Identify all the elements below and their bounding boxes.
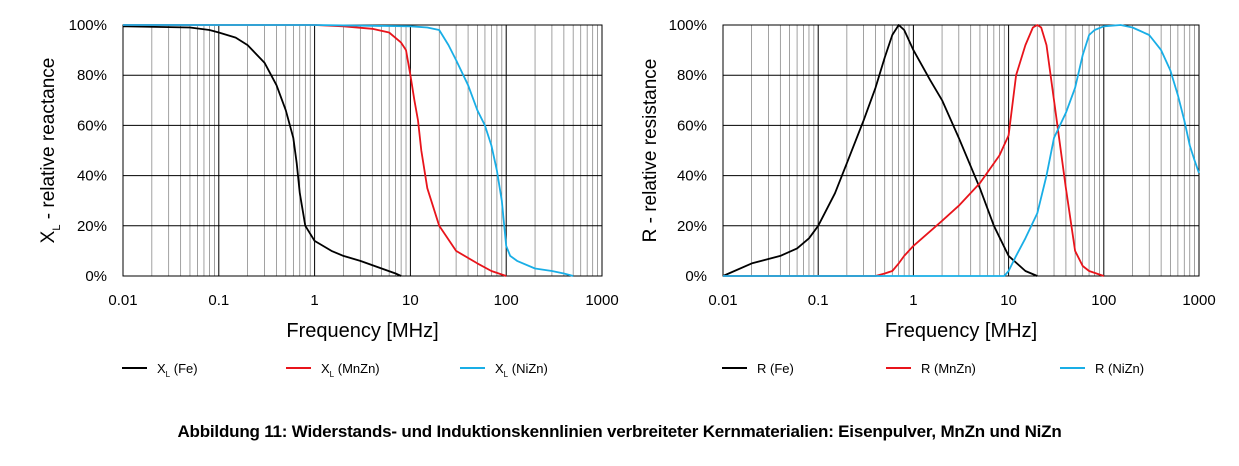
y-tick-label: 60% [677,117,707,134]
y-axis-title: R - relative resistance [640,59,661,243]
plot-area [723,25,1199,276]
x-tick-label: 0.1 [808,292,829,309]
y-tick-label: 40% [77,168,107,185]
x-axis-title: Frequency [MHz] [885,320,1037,342]
x-tick-label: 1000 [1182,292,1215,309]
y-tick-label: 80% [677,67,707,84]
series-line [123,24,574,277]
y-tick-label: 20% [77,218,107,235]
x-tick-label: 10 [1000,292,1017,309]
series-line [123,24,507,277]
series-line [723,24,1105,277]
legend-label: XL (NiZn) [495,361,548,379]
y-tick-label: 100% [69,17,107,34]
x-tick-label: 0.01 [708,292,737,309]
resistance-chart: 0.01 0.1 1 10 100 1000 0% 20% 40% 60% 80% 100% Frequ… [640,17,1216,376]
legend-label: XL (Fe) [157,361,198,379]
x-axis-title: Frequency [MHz] [286,320,438,342]
x-tick-label: 0.1 [208,292,229,309]
figure-caption: Abbildung 11: Widerstands- und Induktion… [177,422,1062,441]
y-axis-title: XL - relative reactance [38,58,63,244]
x-tick-label: 1000 [585,292,618,309]
series-line [722,24,1038,277]
x-tick-label: 100 [1091,292,1116,309]
y-tick-label: 0% [85,268,107,285]
x-tick-label: 10 [402,292,419,309]
legend-label: R (NiZn) [1095,361,1144,376]
x-tick-label: 1 [310,292,318,309]
series-line [122,25,402,277]
y-tick-label: 0% [685,268,707,285]
y-tick-label: 20% [677,218,707,235]
x-tick-label: 0.01 [108,292,137,309]
figure: 0.01 0.1 1 10 100 10000%20%40%60%80%100%Frequ… [38,17,1216,379]
series-line [723,24,1200,277]
y-tick-label: 100% [669,17,707,34]
legend-label: R (MnZn) [921,361,976,376]
x-tick-label: 100 [494,292,519,309]
reactance-chart: 0.01 0.1 1 10 100 1000 0% 20% 40% 60% 80% 100% Frequ… [38,17,619,379]
x-tick-label: 1 [909,292,917,309]
legend-label: R (Fe) [757,361,794,376]
y-tick-label: 40% [677,168,707,185]
legend-label: XL (MnZn) [321,361,380,379]
y-tick-label: 80% [77,67,107,84]
y-tick-label: 60% [77,117,107,134]
plot-area [123,25,602,276]
grid [722,24,1200,277]
